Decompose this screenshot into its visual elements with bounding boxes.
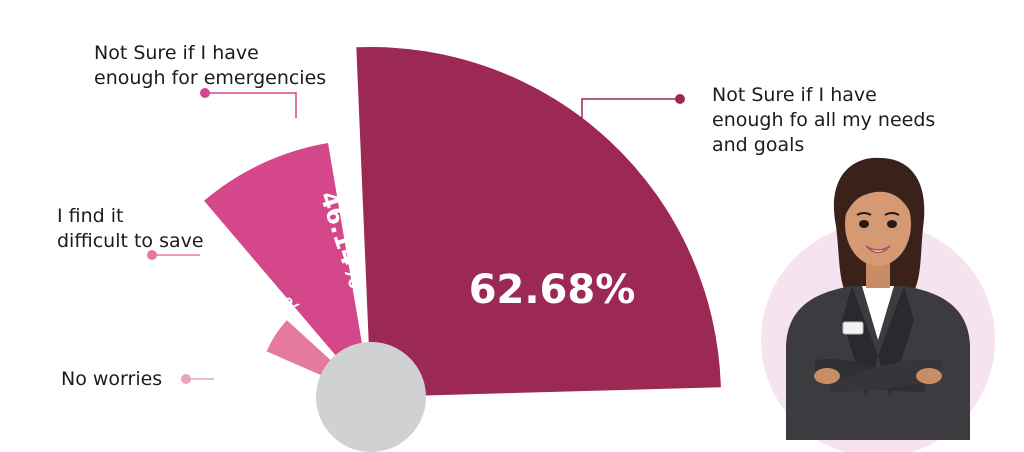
businesswoman-illustration xyxy=(761,157,995,452)
label-emergencies: Not Sure if I have enough for emergencie… xyxy=(94,42,327,89)
callout-connectors xyxy=(147,88,685,384)
wedge-emergencies xyxy=(204,142,371,397)
woman-head xyxy=(845,175,912,288)
connector-emergencies-dot xyxy=(200,88,210,98)
label-no-worries: No worries xyxy=(61,368,163,390)
woman-body xyxy=(786,286,970,440)
connector-needs-and-goals-line xyxy=(581,98,680,128)
label-needs-and-goals: Not Sure if I have enough fo all my need… xyxy=(712,84,936,156)
connector-difficult-to-save-dot xyxy=(147,250,157,260)
chart-center-hub xyxy=(316,342,426,452)
wedge-needs-and-goals xyxy=(356,47,721,398)
name-badge-icon xyxy=(842,321,864,335)
value-label-needs-and-goals: 62.68% xyxy=(469,267,636,313)
label-difficult-to-save: I find it difficult to save xyxy=(57,205,204,252)
connector-no-worries-dot xyxy=(181,374,191,384)
connector-needs-and-goals-dot xyxy=(675,94,685,104)
connector-emergencies-line xyxy=(205,92,297,118)
